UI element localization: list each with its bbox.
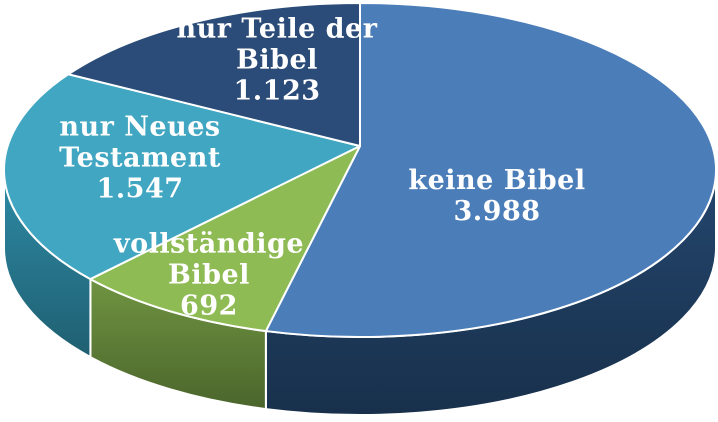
slice-keine-bibel xyxy=(264,2,717,338)
slice-nur-teile-der-bibel xyxy=(67,2,361,147)
slice-vollstaendige-bibel xyxy=(89,145,361,333)
slice-nur-neues-testament xyxy=(3,73,361,281)
